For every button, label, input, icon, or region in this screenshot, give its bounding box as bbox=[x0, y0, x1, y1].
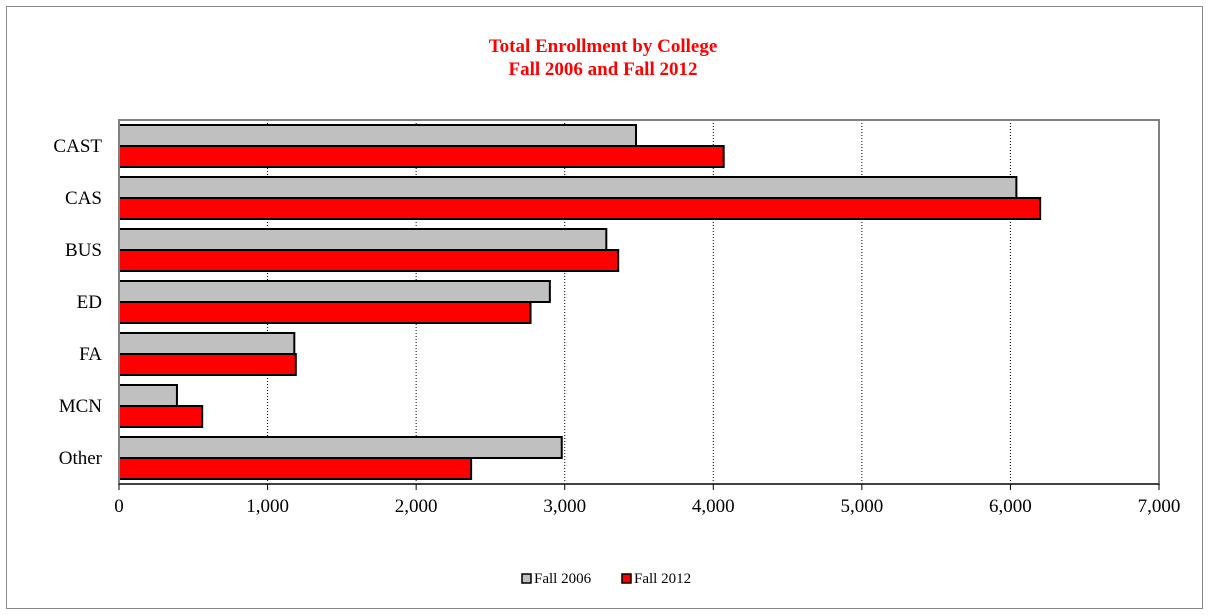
x-tick-label: 4,000 bbox=[692, 496, 735, 517]
bar-other-fall-2006 bbox=[118, 436, 563, 459]
legend-swatch-fall-2012 bbox=[621, 573, 632, 584]
y-tick-label: Other bbox=[59, 448, 103, 469]
legend: Fall 2006 Fall 2012 bbox=[521, 571, 691, 587]
x-tick-label: 2,000 bbox=[395, 496, 438, 517]
y-tick-label: ED bbox=[77, 292, 102, 313]
x-tick-label: 0 bbox=[114, 496, 124, 517]
y-tick-label: CAST bbox=[53, 136, 102, 157]
y-tick-label: MCN bbox=[59, 396, 103, 417]
x-tick-label: 6,000 bbox=[989, 496, 1032, 517]
bar-bus-fall-2012 bbox=[118, 249, 620, 272]
legend-swatch-fall-2006 bbox=[521, 573, 532, 584]
x-tick-label: 5,000 bbox=[840, 496, 883, 517]
bar-cast-fall-2006 bbox=[118, 124, 638, 147]
axes: CAST CAS BUS ED FA MCN Other 0 1,000 2,000 3,000 4,… bbox=[53, 136, 1180, 517]
chart-title: Total Enrollment by College bbox=[489, 36, 718, 57]
y-tick-label: FA bbox=[79, 344, 102, 365]
x-tick-label: 7,000 bbox=[1138, 496, 1181, 517]
bar-cas-fall-2012 bbox=[118, 197, 1042, 220]
bar-cast-fall-2012 bbox=[118, 145, 725, 168]
bars bbox=[118, 124, 1042, 480]
y-tick-label: BUS bbox=[65, 240, 102, 261]
bar-other-fall-2012 bbox=[118, 457, 473, 480]
chart-subtitle: Fall 2006 and Fall 2012 bbox=[509, 59, 698, 80]
bar-bus-fall-2006 bbox=[118, 228, 608, 251]
bar-mcn-fall-2012 bbox=[118, 405, 204, 428]
bar-cas-fall-2006 bbox=[118, 176, 1018, 199]
x-tick-label: 3,000 bbox=[543, 496, 586, 517]
bar-mcn-fall-2006 bbox=[118, 384, 178, 407]
chart-frame: Total Enrollment by College Fall 2006 an… bbox=[6, 6, 1203, 609]
y-tick-label: CAS bbox=[65, 188, 102, 209]
x-tick-label: 1,000 bbox=[246, 496, 289, 517]
legend-label: Fall 2012 bbox=[634, 571, 691, 587]
bar-fa-fall-2012 bbox=[118, 353, 297, 376]
bar-ed-fall-2012 bbox=[118, 301, 532, 324]
bar-fa-fall-2006 bbox=[118, 332, 296, 355]
bar-ed-fall-2006 bbox=[118, 280, 551, 303]
enrollment-chart: Total Enrollment by College Fall 2006 an… bbox=[53, 36, 1180, 587]
legend-label: Fall 2006 bbox=[534, 571, 592, 587]
